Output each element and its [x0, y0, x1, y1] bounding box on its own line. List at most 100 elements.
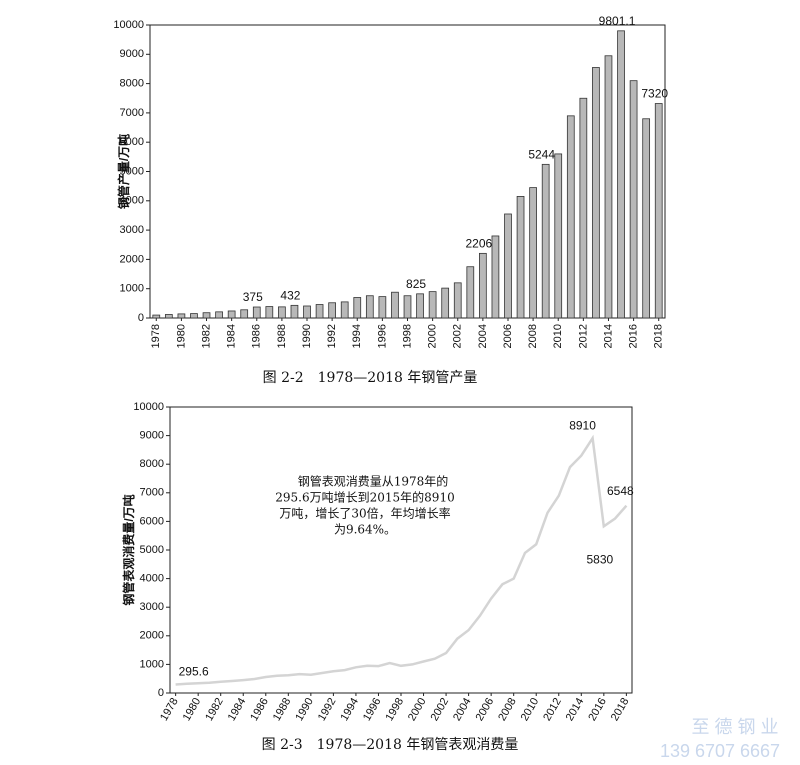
x-tick-label: 2014 [602, 324, 614, 348]
value-label: 5830 [586, 552, 613, 566]
bar [453, 282, 462, 319]
x-tick-label: 1996 [376, 324, 388, 348]
value-label: 432 [280, 289, 300, 303]
bar [164, 314, 173, 319]
x-tick-label: 1978 [150, 324, 162, 348]
y-tick-label: 2000 [120, 253, 144, 265]
x-tick-label: 1980 [175, 324, 187, 348]
bar [654, 103, 663, 319]
bar [365, 295, 374, 319]
bar [592, 67, 600, 319]
bar [190, 313, 198, 319]
bar [629, 80, 638, 319]
x-tick-label: 2012 [577, 324, 589, 348]
x-tick-label: 2002 [452, 324, 464, 348]
bar [403, 295, 412, 319]
y-tick-label: 7000 [140, 487, 164, 499]
bar [378, 296, 387, 319]
value-label: 5244 [528, 148, 555, 162]
value-label: 825 [406, 277, 426, 291]
value-label: 8910 [569, 418, 596, 432]
x-tick-label: 2004 [477, 324, 489, 348]
bar [491, 235, 500, 319]
x-tick-label: 1988 [276, 324, 288, 348]
bar [566, 115, 575, 319]
annotation: 为9.64%。 [334, 523, 396, 537]
bar [328, 302, 336, 319]
x-tick-label: 1982 [200, 324, 212, 348]
value-label: 9801.1 [599, 14, 636, 28]
y-tick-label: 2000 [140, 630, 164, 642]
value-label: 7320 [641, 87, 668, 101]
x-tick-label: 1994 [351, 324, 363, 348]
x-tick-label: 2000 [427, 324, 439, 348]
bar [353, 297, 362, 319]
y-tick-label: 3000 [120, 224, 144, 236]
y-tick-label: 1000 [120, 283, 144, 295]
value-label: 2206 [466, 237, 493, 251]
bar [529, 187, 537, 319]
annotation: 万吨，增长了30倍，年均增长率 [279, 506, 450, 521]
bar [391, 291, 399, 319]
bar [252, 306, 261, 319]
bar [177, 313, 186, 319]
bar [516, 196, 525, 319]
y-tick-label: 10000 [113, 19, 144, 31]
x-tick-label: 2006 [502, 324, 514, 348]
value-label: 295.6 [179, 665, 209, 679]
bar [416, 293, 424, 319]
value-label: 375 [243, 290, 263, 304]
bar [466, 266, 475, 319]
y-tick-label: 8000 [140, 458, 164, 470]
y-tick-label: 9000 [140, 430, 164, 442]
x-tick-label: 1986 [251, 324, 263, 348]
bar [554, 153, 563, 319]
watermark-name: 至 德 钢 业 [691, 717, 778, 737]
bar [604, 55, 613, 319]
bar [278, 306, 286, 319]
x-tick-label: 1992 [326, 324, 338, 348]
series-line [175, 434, 628, 686]
y-tick-label: 6000 [140, 515, 164, 527]
value-label: 6548 [607, 484, 634, 498]
y-tick-label: 6000 [120, 136, 144, 148]
y-tick-label: 5000 [140, 544, 164, 556]
bar [340, 301, 349, 319]
y-tick-label: 0 [158, 687, 164, 699]
bar [290, 304, 299, 319]
y-tick-label: 0 [138, 312, 144, 324]
caption: 图 2-3 1978—2018 年钢管表观消费量 [262, 737, 519, 753]
bar [215, 311, 223, 319]
y-tick-label: 10000 [133, 401, 164, 413]
annotation: 295.6万吨增长到2015年的8910 [275, 490, 454, 505]
y-axis-title: 钢管产量/万吨 [116, 134, 131, 209]
x-tick-label: 2008 [527, 324, 539, 348]
y-tick-label: 3000 [140, 601, 164, 613]
y-axis-title: 钢管表观消费量/万吨 [121, 494, 136, 605]
bar [303, 305, 311, 319]
x-tick-label: 2016 [628, 324, 640, 348]
x-tick-label: 2010 [552, 324, 564, 348]
bar [202, 312, 211, 319]
bar [265, 306, 274, 319]
x-tick-label: 2018 [653, 324, 665, 348]
bar [315, 304, 324, 319]
y-tick-label: 5000 [120, 165, 144, 177]
y-tick-label: 1000 [140, 658, 164, 670]
watermark-phone: 139 6707 6667 [660, 741, 780, 761]
annotation: 钢管表观消费量从1978年的 [298, 474, 449, 489]
bar [227, 310, 236, 319]
y-tick-label: 7000 [120, 107, 144, 119]
bar [479, 252, 487, 319]
y-tick-label: 9000 [120, 48, 144, 60]
bar [240, 309, 249, 319]
y-tick-label: 4000 [120, 195, 144, 207]
bar [642, 118, 651, 319]
y-tick-label: 4000 [140, 573, 164, 585]
bar [617, 30, 625, 319]
bar [428, 291, 437, 319]
bar [579, 97, 588, 319]
bar [541, 163, 550, 319]
